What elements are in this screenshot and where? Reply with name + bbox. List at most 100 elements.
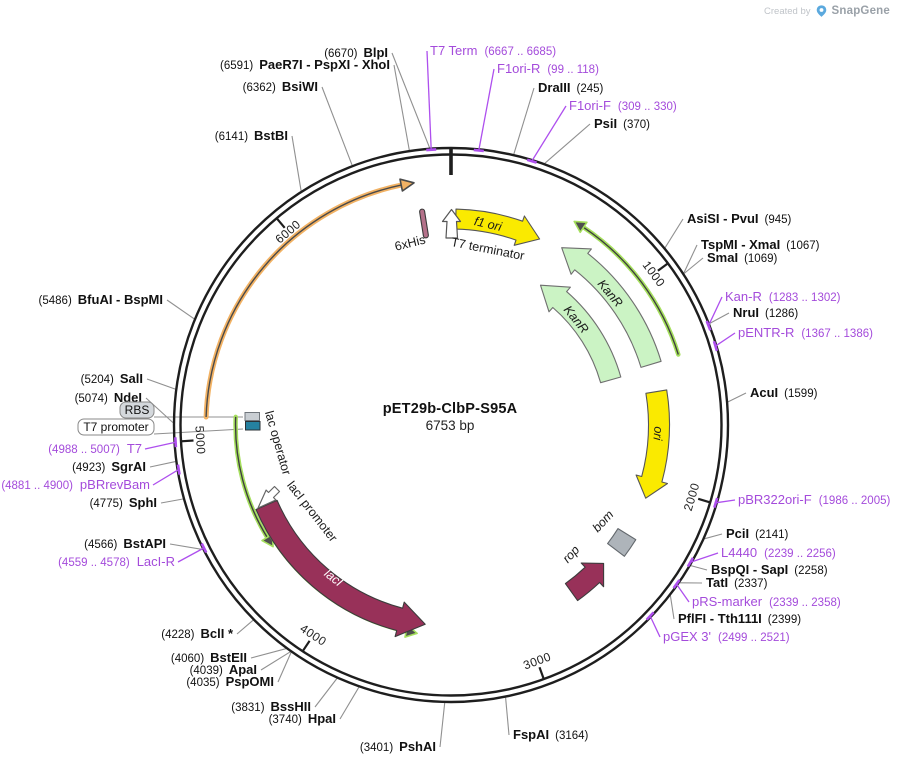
t7-terminator-feature bbox=[441, 208, 462, 239]
scale-tick-label: 4000 bbox=[297, 621, 329, 648]
site-callout-line bbox=[544, 123, 591, 164]
site-label: (6670) BlpI bbox=[324, 45, 388, 60]
primer-pgex-3-: pGEX 3' (2499 .. 2521) bbox=[645, 611, 790, 644]
feature-kanr-inner: KanR bbox=[539, 284, 622, 384]
site-label: (6591) PaeR7I - PspXI - XhoI bbox=[220, 57, 390, 72]
site-label: (4039) ApaI bbox=[190, 662, 257, 677]
feature-rop: rop bbox=[560, 543, 605, 602]
feature-kanr-outer: KanR bbox=[561, 247, 662, 368]
primer-pbrrevbam: (4881 .. 4900) pBRrevBam bbox=[1, 464, 181, 492]
primer-callout-line bbox=[690, 552, 719, 563]
primer-tick bbox=[672, 579, 681, 589]
site-callout-line bbox=[277, 652, 292, 683]
primer-tick bbox=[712, 340, 719, 352]
rbs-label-box bbox=[119, 401, 155, 419]
primer-callout-line bbox=[531, 105, 567, 162]
primer-label: F1ori-F (309 .. 330) bbox=[569, 98, 677, 113]
site-label: (3401) PshAI bbox=[360, 739, 436, 754]
primer-tick bbox=[176, 464, 181, 475]
site-label: (4775) SphI bbox=[90, 495, 157, 510]
boxed-label-lines bbox=[153, 416, 244, 435]
rbs-feature bbox=[244, 412, 260, 421]
site-callout-line bbox=[439, 702, 446, 748]
site-callout-line bbox=[321, 86, 353, 166]
primer-kan-r: Kan-R (1283 .. 1302) bbox=[705, 289, 841, 331]
site-callout-line bbox=[709, 312, 730, 324]
primer-tick bbox=[473, 148, 484, 153]
scale-tick bbox=[275, 217, 286, 229]
primer-prs-marker: pRS-marker (2339 .. 2358) bbox=[672, 579, 841, 609]
ori-body bbox=[635, 389, 671, 499]
primer-tick bbox=[174, 437, 178, 448]
site-label: (4228) BclI * bbox=[161, 626, 234, 641]
lacI-body bbox=[255, 499, 426, 638]
primer-t7: (4988 .. 5007) T7 bbox=[48, 437, 178, 456]
site-callout-line bbox=[314, 678, 338, 708]
primer-t7-term: T7 Term (6667 .. 6685) bbox=[426, 43, 556, 152]
clbp-gene-arc-arrowhead bbox=[399, 178, 415, 192]
f1-ori-body bbox=[455, 208, 541, 246]
site-label: DraIII (245) bbox=[538, 80, 604, 95]
primer-label: pBR322ori-F (1986 .. 2005) bbox=[738, 492, 890, 507]
primer-label: (4881 .. 4900) pBRrevBam bbox=[1, 477, 150, 492]
primer-pbr322ori-f: pBR322ori-F (1986 .. 2005) bbox=[713, 492, 890, 508]
site-label: PflFI - Tth111I (2399) bbox=[678, 611, 801, 626]
primer-tick bbox=[713, 497, 719, 508]
site-label: AcuI (1599) bbox=[750, 385, 818, 400]
scale-tick bbox=[538, 666, 545, 680]
lac-operator-feature bbox=[245, 421, 261, 431]
site-callout-line bbox=[146, 378, 176, 390]
primer-tick bbox=[645, 611, 655, 621]
primer-callout-line bbox=[707, 296, 723, 326]
scale-tick bbox=[697, 497, 711, 504]
primer-callout-line bbox=[675, 583, 690, 603]
site-callout-line bbox=[505, 697, 510, 736]
scale-tick bbox=[301, 640, 311, 652]
t7-promoter-callout-line bbox=[153, 428, 244, 435]
site-label: BspQI - SapI (2258) bbox=[711, 562, 828, 577]
site-label: (3831) BssHII bbox=[231, 699, 311, 714]
primer-tick bbox=[526, 158, 537, 164]
site-callout-line bbox=[727, 392, 747, 403]
rop-label: rop bbox=[560, 543, 583, 566]
watermark-created-by: Created by bbox=[764, 5, 811, 17]
primer-f1ori-f: F1ori-F (309 .. 330) bbox=[526, 98, 677, 164]
site-label: (6362) BsiWI bbox=[243, 79, 318, 94]
kanr-inner-body bbox=[539, 284, 622, 384]
primer-callout-line bbox=[426, 50, 432, 150]
snapgene-logo-icon bbox=[816, 5, 826, 17]
site-label: (4035) PspOMI bbox=[186, 674, 274, 689]
primer-label: pRS-marker (2339 .. 2358) bbox=[692, 594, 841, 609]
site-callout-line bbox=[393, 64, 410, 151]
site-callout-line bbox=[664, 218, 684, 248]
primer-tick bbox=[200, 542, 208, 553]
primer-label: L4440 (2239 .. 2256) bbox=[721, 545, 836, 560]
primer-callout-line bbox=[715, 499, 736, 504]
kanr-gene-arc-arrowhead bbox=[573, 220, 588, 234]
lac-operator-label: lac operator bbox=[262, 409, 294, 476]
primer-label: F1ori-R (99 .. 118) bbox=[497, 61, 599, 76]
site-label: FspAI (3164) bbox=[513, 727, 589, 742]
feature-lacI: lacI bbox=[255, 499, 426, 638]
primer-callout-line bbox=[152, 469, 179, 486]
site-label: TatI (2337) bbox=[706, 575, 768, 590]
site-callout-line bbox=[260, 651, 291, 671]
primer-label: Kan-R (1283 .. 1302) bbox=[725, 289, 841, 304]
t7-promoter-label-text: T7 promoter bbox=[83, 420, 148, 434]
primer-label: (4988 .. 5007) T7 bbox=[48, 441, 142, 456]
feature-f1-ori: f1 ori bbox=[455, 208, 541, 246]
feature-ori: ori bbox=[635, 389, 671, 499]
scale-tick-label: 3000 bbox=[521, 649, 553, 672]
rop-body bbox=[564, 562, 605, 602]
watermark-brand: SnapGene bbox=[831, 5, 890, 17]
scale-tick bbox=[657, 262, 669, 272]
watermark: Created by SnapGene bbox=[764, 4, 890, 18]
site-label: (4060) BstEII bbox=[171, 650, 247, 665]
primer-label: T7 Term (6667 .. 6685) bbox=[430, 43, 556, 58]
site-label: NruI (1286) bbox=[733, 305, 798, 320]
primer-tick bbox=[426, 148, 437, 152]
primer-f1ori-r: F1ori-R (99 .. 118) bbox=[473, 61, 599, 153]
laci-gene-arc-1-arc-core bbox=[234, 416, 268, 538]
